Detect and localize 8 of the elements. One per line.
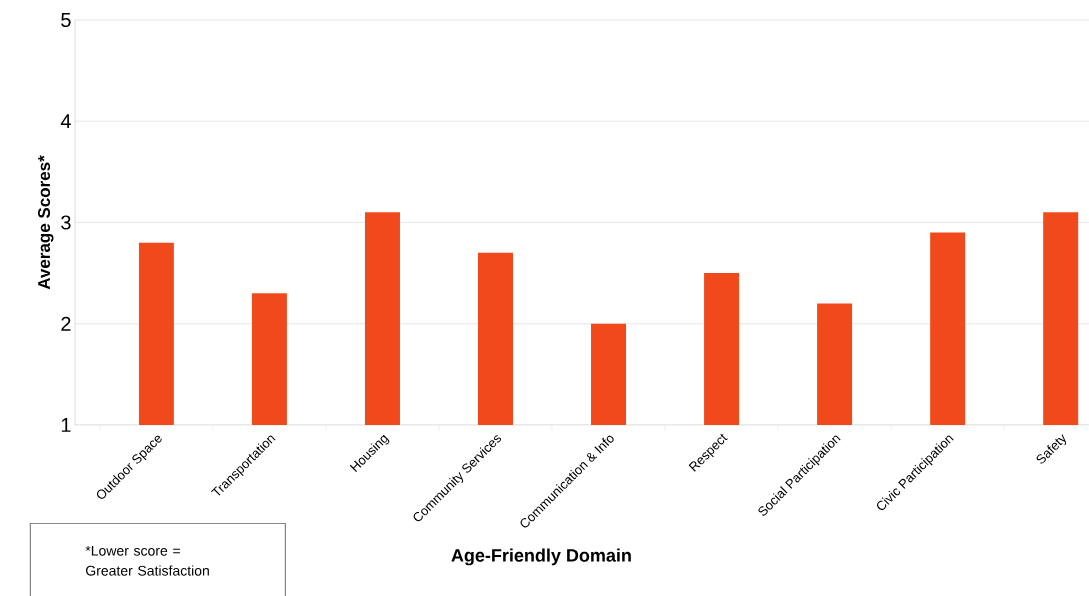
x-axis-title: Age-Friendly Domain: [451, 548, 631, 566]
y-tick-label: 1: [61, 418, 71, 432]
y-tick-label: 5: [61, 13, 71, 27]
y-tick-label: 4: [60, 114, 71, 129]
y-tick-label: 2: [61, 316, 71, 331]
y-axis-title: Average Scores*: [38, 155, 54, 290]
text: *Lower score = Greater Satisfaction: [85, 545, 209, 576]
y-tick-label: 3: [61, 215, 71, 230]
